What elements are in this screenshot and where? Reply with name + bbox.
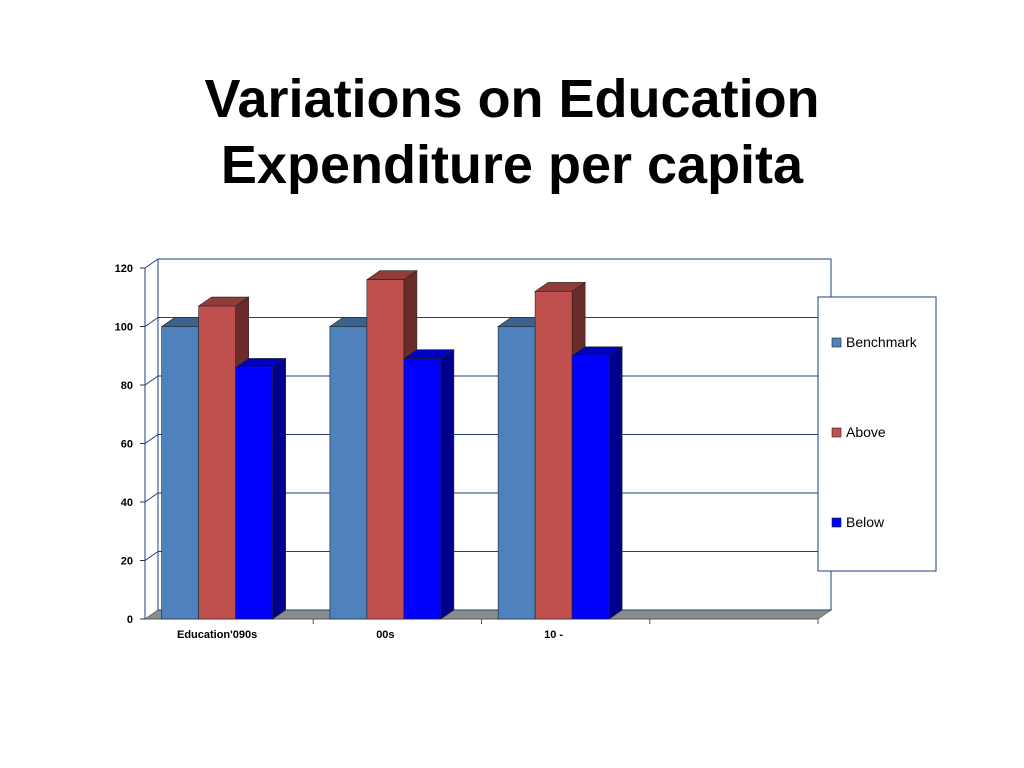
legend-swatch <box>831 427 842 438</box>
bar-below <box>235 367 273 620</box>
bar-below <box>403 358 442 620</box>
bar-above <box>198 305 236 620</box>
x-tick-label: 10 - <box>544 629 563 641</box>
gridline-side <box>144 317 159 327</box>
bar-side <box>608 346 623 620</box>
slide-title-line-1: Variations on Education <box>204 69 820 129</box>
x-tick-label: Education'090s <box>177 629 257 641</box>
y-tick-label: 120 <box>115 263 133 275</box>
bar-below <box>571 355 610 620</box>
gridline-side <box>144 258 159 269</box>
bar-above <box>534 291 573 620</box>
y-tick-label: 0 <box>127 614 133 626</box>
gridline-side <box>144 375 159 386</box>
gridline-side <box>144 434 159 444</box>
y-tick-label: 60 <box>121 439 133 451</box>
bar-benchmark <box>329 326 368 620</box>
bar-above <box>366 279 405 620</box>
gridline-side <box>144 551 159 561</box>
legend-swatch <box>831 517 842 528</box>
bar-benchmark <box>497 326 536 620</box>
bar-side <box>440 349 455 620</box>
legend-swatch <box>831 337 842 348</box>
y-tick-label: 20 <box>121 556 133 568</box>
gridline-side <box>144 492 159 503</box>
legend-label: Above <box>846 424 886 440</box>
y-tick-label: 80 <box>121 380 133 392</box>
legend-label: Benchmark <box>846 334 918 350</box>
y-tick-label: 40 <box>121 497 133 509</box>
bar-side <box>272 357 286 620</box>
slide-title: Variations on Education Expenditure per … <box>0 66 1024 198</box>
legend-label: Below <box>846 514 885 530</box>
slide-title-line-2: Expenditure per capita <box>220 135 804 195</box>
bar-benchmark <box>161 326 199 620</box>
y-tick-label: 100 <box>115 322 133 334</box>
x-tick-label: 00s <box>376 629 394 641</box>
